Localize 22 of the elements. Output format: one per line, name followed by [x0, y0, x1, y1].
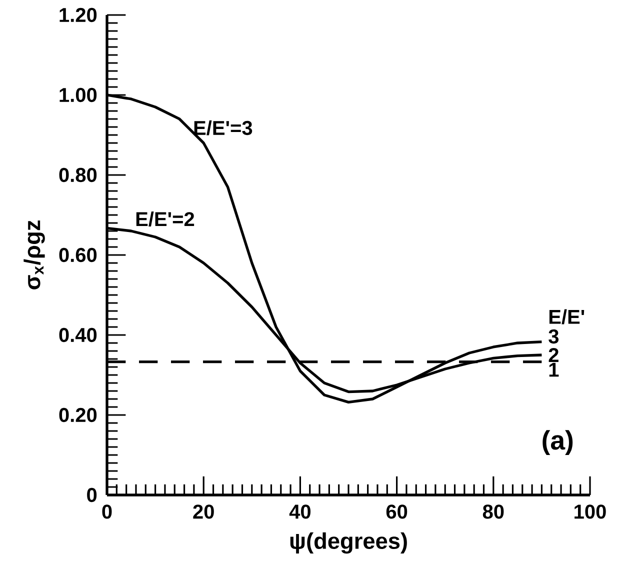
y-tick-label: 1.00 [60, 88, 97, 102]
y-tick-label: 0 [87, 488, 97, 502]
y-tick-label: 1.20 [60, 8, 97, 22]
series-label: 1 [549, 362, 559, 377]
annotation: (a) [542, 430, 573, 456]
x-tick-label: 40 [289, 504, 310, 519]
y-tick-label: 0.20 [59, 408, 97, 422]
series-label: 2 [548, 348, 558, 362]
y-axis-title: σ$_{x}$/ρgz [24, 220, 45, 290]
annotation: E/E'=3 [194, 120, 252, 136]
x-tick-label: 0 [102, 504, 112, 519]
x-tick-label: 20 [193, 504, 214, 519]
y-tick-label: 0.40 [59, 328, 97, 342]
y-tick-label: 0.60 [59, 248, 97, 262]
y-tick-label: 0.80 [59, 168, 97, 182]
annotation: E/E'=2 [136, 212, 194, 226]
x-tick-label: 80 [482, 504, 504, 519]
x-tick-label: 60 [386, 504, 408, 519]
legend-title: E/E' [549, 309, 584, 324]
x-axis-title: ψ(degrees) [290, 532, 407, 554]
x-tick-label: 100 [574, 504, 606, 519]
series-label: 3 [548, 329, 559, 344]
